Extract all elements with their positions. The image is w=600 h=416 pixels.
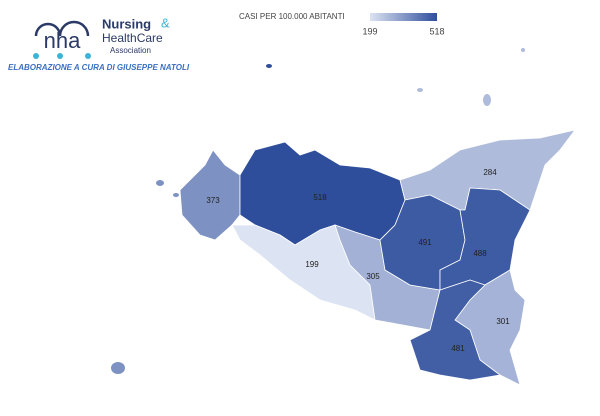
region-value-label: 373 [206, 196, 220, 205]
legend-bar [370, 13, 437, 21]
region [409, 279, 501, 381]
island [266, 64, 272, 68]
map: 373 518 284 199 305 491 488 301 481 [111, 48, 576, 386]
region [179, 149, 241, 241]
legend-title: CASI PER 100.000 ABITANTI [239, 12, 345, 21]
region-value-label: 199 [305, 260, 319, 269]
logo-ampersand: & [161, 15, 170, 30]
region-value-label: 481 [451, 344, 465, 353]
island [111, 362, 125, 374]
logo-line: Association [110, 46, 151, 55]
region-value-label: 518 [313, 193, 327, 202]
region-value-label: 305 [366, 272, 380, 281]
legend-min: 199 [362, 26, 377, 36]
region-value-label: 491 [418, 238, 432, 247]
legend-max: 518 [429, 26, 444, 36]
region-value-label: 284 [483, 168, 497, 177]
island [521, 48, 525, 52]
logo-line: Nursing [102, 16, 151, 31]
island [483, 94, 491, 106]
logo-line: HealthCare [102, 31, 163, 45]
island [173, 193, 179, 197]
region-value-label: 301 [496, 317, 510, 326]
region-value-label: 488 [473, 249, 487, 258]
legend: CASI PER 100.000 ABITANTI 199 518 [239, 12, 445, 36]
island [156, 180, 164, 186]
logo: nha Nursing & HealthCare Association ELA… [8, 15, 190, 72]
credit: ELABORAZIONE A CURA DI GIUSEPPE NATOLI [8, 63, 190, 72]
island [417, 88, 423, 92]
logo-letters: nha [44, 28, 81, 53]
